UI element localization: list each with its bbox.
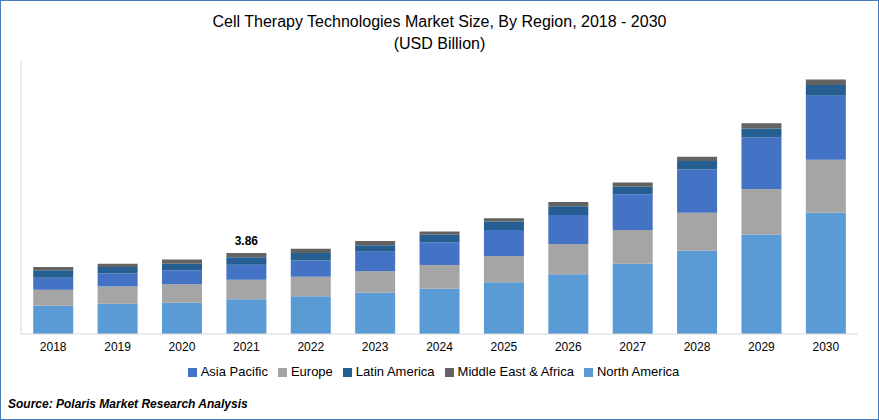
html-text:(USD Billion): (USD Billion) xyxy=(393,35,486,52)
html-text:North America: North America xyxy=(596,364,680,379)
svg-text:2018: 2018 xyxy=(40,340,67,354)
svg-text:2030: 2030 xyxy=(812,340,839,354)
svg-text:2021: 2021 xyxy=(233,340,260,354)
svg-text:2022: 2022 xyxy=(297,340,324,354)
svg-text:2019: 2019 xyxy=(104,340,131,354)
html-text:Middle East & Africa: Middle East & Africa xyxy=(457,364,574,379)
svg-text:2026: 2026 xyxy=(555,340,582,354)
html-text:Europe: Europe xyxy=(290,364,333,379)
svg-text:2028: 2028 xyxy=(684,340,711,354)
svg-text:3.86: 3.86 xyxy=(235,234,259,248)
svg-text:2029: 2029 xyxy=(748,340,775,354)
html-text:Asia Pacific: Asia Pacific xyxy=(200,364,268,379)
svg-text:2020: 2020 xyxy=(169,340,196,354)
svg-text:2027: 2027 xyxy=(619,340,646,354)
html-text:Cell Therapy Technologies Mark: Cell Therapy Technologies Market Size, B… xyxy=(212,13,667,30)
svg-text:2024: 2024 xyxy=(426,340,453,354)
html-text:Source: Polaris Market Researc: Source: Polaris Market Research Analysis xyxy=(8,397,248,411)
html-text:Latin America: Latin America xyxy=(355,364,435,379)
svg-text:2023: 2023 xyxy=(362,340,389,354)
svg-text:2025: 2025 xyxy=(491,340,518,354)
